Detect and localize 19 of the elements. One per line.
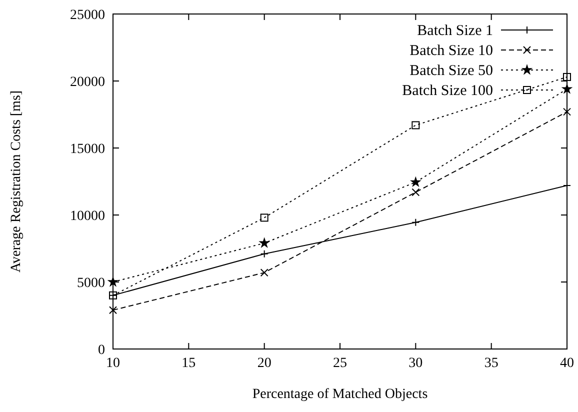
legend-label: Batch Size 1 <box>417 23 493 39</box>
y-tick-label: 0 <box>98 343 105 358</box>
y-tick-label: 20000 <box>70 75 105 90</box>
y-tick-label: 5000 <box>77 276 105 291</box>
x-tick-label: 20 <box>257 356 272 371</box>
legend-label: Batch Size 10 <box>410 43 493 59</box>
x-tick-label: 15 <box>182 356 196 371</box>
y-tick-label: 25000 <box>70 8 105 23</box>
x-tick-label: 40 <box>560 356 574 371</box>
legend-label: Batch Size 50 <box>410 63 493 79</box>
y-tick-label: 15000 <box>70 142 105 157</box>
x-tick-label: 30 <box>408 356 423 371</box>
x-tick-label: 35 <box>484 356 498 371</box>
legend-label: Batch Size 100 <box>402 83 493 99</box>
x-axis-title: Percentage of Matched Objects <box>252 387 428 402</box>
x-tick-label: 10 <box>106 356 120 371</box>
y-tick-label: 10000 <box>70 209 105 224</box>
x-tick-label: 25 <box>333 356 347 371</box>
y-axis-title: Average Registration Costs [ms] <box>9 90 24 273</box>
